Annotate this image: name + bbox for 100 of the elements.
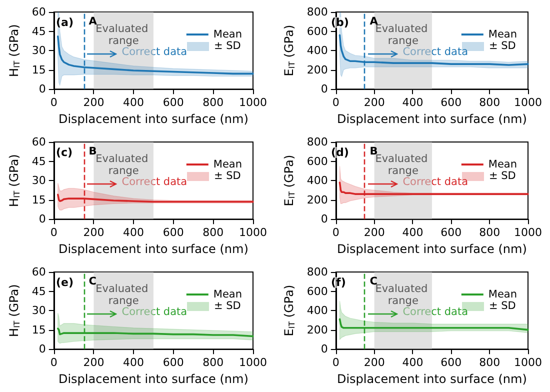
annotation: Correct data [402, 46, 468, 58]
x-axis-title: Displacement into surface (nm) [58, 242, 248, 256]
x-tick-label: 200 [364, 356, 385, 370]
y-tick-label: 15 [32, 193, 46, 206]
y-tick-label: 600 [306, 24, 328, 38]
y-tick-label: 30 [32, 44, 46, 58]
x-tick-label: 800 [202, 96, 224, 110]
band-label: Evaluated range [96, 283, 152, 307]
legend-label: Mean [488, 158, 517, 170]
x-tick-label: 600 [162, 356, 184, 370]
y-axis-title: HIT (GPa) [7, 24, 22, 77]
x-tick-label: 1000 [239, 96, 267, 110]
x-tick-label: 0 [332, 356, 340, 370]
y-tick-label: 800 [306, 266, 328, 278]
x-tick-label: 1000 [239, 226, 267, 240]
x-tick-label: 400 [123, 356, 144, 370]
x-tick-label: 600 [162, 226, 184, 240]
annotation: (e) [56, 276, 74, 289]
band-label: Evaluated range [375, 283, 432, 307]
y-tick-label: 60 [32, 266, 46, 278]
y-tick-label: 45 [32, 154, 46, 168]
x-tick-label: 800 [479, 96, 500, 110]
y-axis-title: EIT (GPa) [282, 24, 296, 76]
band-label: Evaluated range [375, 23, 432, 47]
y-tick-label: 200 [306, 193, 328, 206]
y-axis-title: EIT (GPa) [282, 154, 296, 206]
annotation: A [88, 16, 98, 28]
legend-label: Mean [488, 28, 517, 40]
annotation: (c) [56, 146, 73, 159]
annotation: (f) [331, 276, 346, 289]
y-tick-label: 200 [306, 63, 328, 76]
x-tick-label: 0 [50, 356, 58, 370]
y-tick-label: 0 [38, 212, 46, 226]
x-axis-title: Displacement into surface (nm) [336, 372, 527, 386]
y-tick-label: 0 [38, 342, 46, 356]
y-tick-label: 45 [32, 24, 46, 38]
x-tick-label: 0 [332, 226, 340, 240]
x-axis-title: Displacement into surface (nm) [336, 242, 527, 256]
x-tick-label: 600 [440, 356, 462, 370]
y-tick-label: 30 [32, 174, 46, 188]
annotation: Correct data [402, 176, 468, 188]
y-tick-label: 200 [306, 323, 328, 336]
y-tick-label: 400 [306, 304, 328, 318]
legend-label: Mean [213, 158, 242, 170]
annotation: ± SD [214, 40, 241, 52]
x-tick-label: 600 [440, 226, 462, 240]
annotation: Correct data [122, 46, 188, 58]
x-tick-label: 0 [50, 96, 58, 110]
x-tick-label: 400 [123, 226, 144, 240]
y-tick-label: 600 [306, 284, 328, 298]
annotation: ± SD [214, 300, 241, 312]
y-tick-label: 0 [320, 82, 328, 96]
y-tick-label: 15 [32, 323, 46, 336]
y-axis-title: HIT (GPa) [7, 284, 22, 337]
band-label: Evaluated range [375, 153, 432, 177]
annotation: ± SD [214, 170, 241, 182]
x-axis-title: Displacement into surface (nm) [336, 112, 527, 126]
y-tick-label: 800 [306, 136, 328, 148]
annotation: ± SD [489, 40, 516, 52]
annotation: Correct data [122, 176, 188, 188]
y-tick-label: 60 [32, 136, 46, 148]
y-tick-label: 0 [320, 342, 328, 356]
x-axis-title: Displacement into surface (nm) [58, 372, 248, 386]
annotation: C [88, 276, 97, 288]
x-tick-label: 600 [440, 96, 462, 110]
x-tick-label: 400 [402, 356, 424, 370]
x-tick-label: 800 [479, 226, 500, 240]
x-tick-label: 200 [364, 96, 385, 110]
y-tick-label: 400 [306, 174, 328, 188]
legend-label: Mean [213, 288, 242, 300]
x-tick-label: 200 [364, 226, 385, 240]
y-tick-label: 800 [306, 6, 328, 18]
y-tick-label: 400 [306, 44, 328, 58]
annotation: ± SD [489, 170, 516, 182]
x-tick-label: 1000 [239, 356, 267, 370]
annotation: ± SD [489, 300, 516, 312]
y-tick-label: 60 [32, 6, 46, 18]
x-tick-label: 0 [50, 226, 58, 240]
x-tick-label: 800 [202, 356, 224, 370]
x-tick-label: 200 [83, 226, 104, 240]
annotation: Correct data [402, 306, 468, 318]
annotation: (b) [331, 16, 349, 29]
y-tick-label: 30 [32, 304, 46, 318]
x-tick-label: 400 [123, 96, 144, 110]
y-axis-title: EIT (GPa) [282, 284, 296, 336]
band-label: Evaluated range [96, 153, 152, 177]
y-tick-label: 0 [38, 82, 46, 96]
x-axis-title: Displacement into surface (nm) [58, 112, 248, 126]
x-tick-label: 400 [402, 96, 424, 110]
x-tick-label: 200 [83, 356, 104, 370]
annotation: Correct data [122, 306, 188, 318]
x-tick-label: 0 [332, 96, 340, 110]
x-tick-label: 400 [402, 226, 424, 240]
band-label: Evaluated range [96, 23, 152, 47]
annotation: (d) [331, 146, 349, 159]
y-axis-title: HIT (GPa) [7, 154, 22, 207]
legend-label: Mean [213, 28, 242, 40]
annotation: B [88, 146, 97, 158]
legend-label: Mean [488, 288, 517, 300]
x-tick-label: 800 [479, 356, 500, 370]
